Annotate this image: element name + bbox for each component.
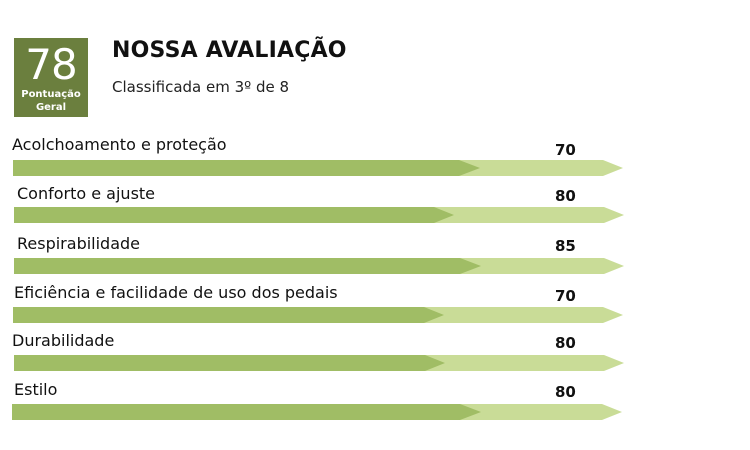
rating-bar xyxy=(14,258,626,274)
rating-value: 70 xyxy=(555,141,576,159)
overall-score-label: Pontuação Geral xyxy=(14,88,88,114)
rating-label: Estilo xyxy=(14,380,58,399)
ranking-subtitle: Classificada em 3º de 8 xyxy=(112,78,290,96)
score-label-line2: Geral xyxy=(35,102,67,113)
rating-label: Conforto e ajuste xyxy=(17,184,156,203)
rating-value: 80 xyxy=(555,334,576,352)
overall-score-value: 78 xyxy=(25,40,77,89)
rating-bar xyxy=(12,404,624,420)
rating-value: 70 xyxy=(555,287,576,305)
rating-bar xyxy=(14,355,626,371)
rating-value: 80 xyxy=(555,187,576,205)
rating-value: 80 xyxy=(555,383,576,401)
rating-label: Durabilidade xyxy=(12,331,115,350)
rating-label: Eficiência e facilidade de uso dos pedai… xyxy=(14,283,338,302)
rating-bar xyxy=(14,207,626,223)
score-label-line1: Pontuação xyxy=(21,89,81,100)
rating-bar xyxy=(13,307,625,323)
overall-score-badge: 78 Pontuação Geral xyxy=(14,38,88,117)
rating-label: Respirabilidade xyxy=(17,234,141,253)
rating-label: Acolchoamento e proteção xyxy=(12,135,227,154)
page-title: NOSSA AVALIAÇÃO xyxy=(112,38,347,63)
rating-bar xyxy=(13,160,625,176)
rating-value: 85 xyxy=(555,237,576,255)
